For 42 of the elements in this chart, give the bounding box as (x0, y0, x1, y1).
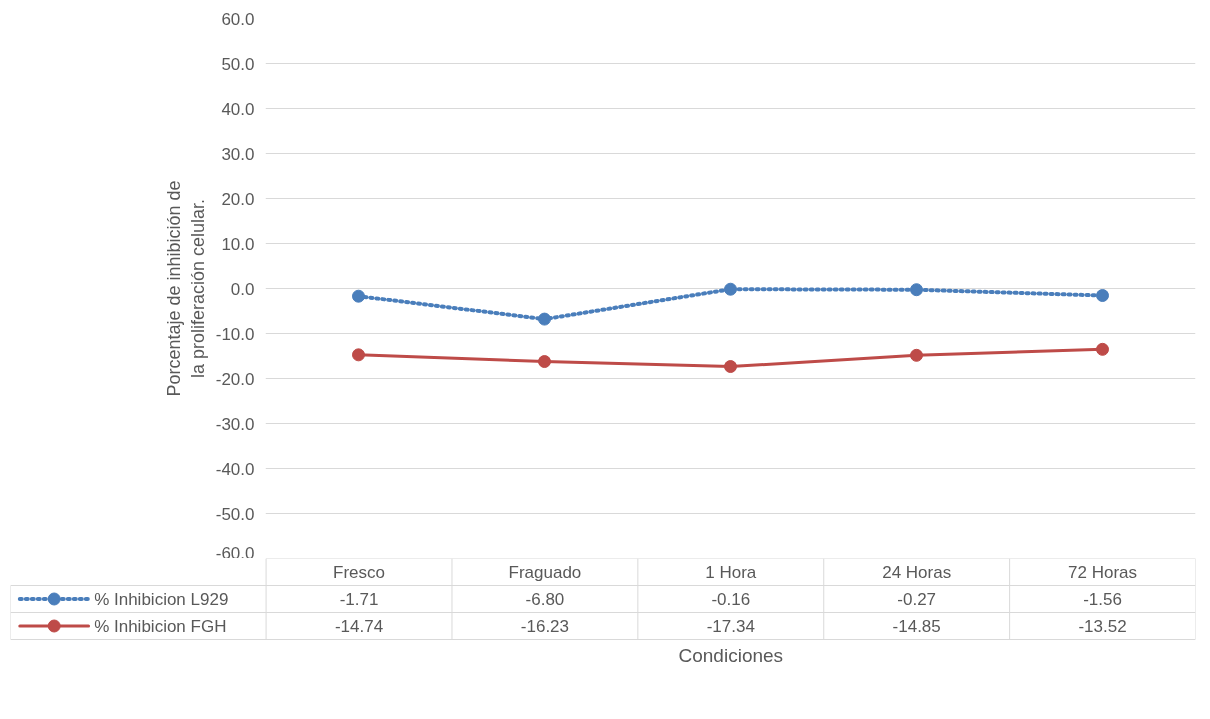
data-label: -1.71 (339, 590, 379, 609)
point (352, 348, 365, 362)
point (352, 289, 365, 303)
y-tick-label: 0.0 (230, 279, 255, 299)
x-tick-label: 72 Horas (1068, 562, 1138, 582)
y-tick-label: -40.0 (215, 459, 255, 479)
point (910, 283, 923, 297)
y-tick-label: 60.0 (221, 9, 255, 29)
y-tick-label: -10.0 (215, 324, 255, 344)
y-tick-label: -20.0 (215, 369, 255, 389)
legend-label: % Inhibicion L929 (94, 589, 229, 609)
y-tick-label: -30.0 (215, 414, 255, 434)
x-tick-label: 1 Hora (705, 562, 757, 582)
data-label: -16.23 (520, 617, 570, 636)
data-label: -17.34 (706, 617, 755, 636)
y-tick-label: 20.0 (221, 189, 255, 209)
y-axis-title: Porcentaje de inhibición de la proliferación celular. (163, 180, 208, 397)
point (1096, 342, 1109, 356)
data-label: -14.74 (334, 617, 384, 636)
data-label: -6.80 (525, 590, 565, 609)
point (538, 355, 551, 369)
x-tick-label: 24 Horas (882, 562, 952, 582)
data-label: -14.85 (892, 617, 941, 636)
x-tick-label: Fresco (333, 562, 386, 582)
point (724, 360, 737, 374)
y-tick-label: 30.0 (221, 144, 255, 164)
point (1096, 289, 1109, 303)
x-tick-label: Fraguado (508, 562, 582, 582)
y-tick-label: 50.0 (221, 54, 255, 74)
y-tick-label: -50.0 (215, 504, 255, 524)
point (538, 312, 551, 326)
x-axis-title: Condiciones (678, 645, 784, 667)
y-tick-label: 10.0 (221, 234, 255, 254)
y-tick-label: 40.0 (221, 99, 255, 119)
data-label: -0.27 (897, 590, 937, 609)
legend-label: % Inhibicion FGH (94, 616, 227, 636)
y-tick-label: -60.0 (215, 543, 255, 563)
point (910, 348, 923, 362)
data-label: -13.52 (1078, 617, 1127, 636)
data-label: -1.56 (1083, 590, 1122, 609)
data-label: -0.16 (711, 590, 751, 609)
point (724, 282, 737, 296)
